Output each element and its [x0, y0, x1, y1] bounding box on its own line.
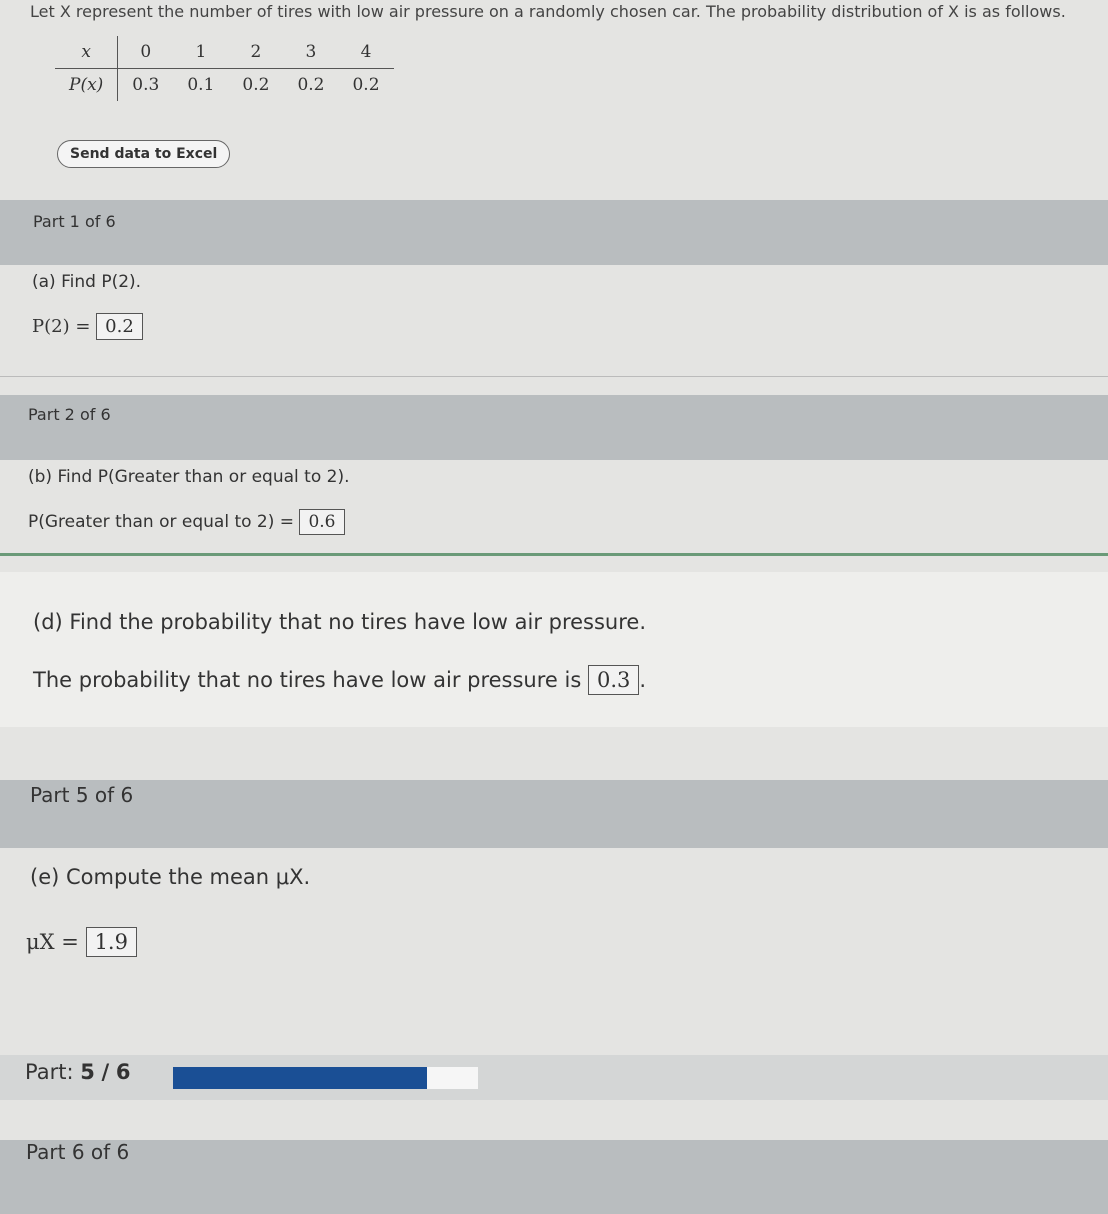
progress-separator: /	[101, 1060, 110, 1084]
progress-text: Part: 5 / 6	[25, 1060, 131, 1084]
answer-box[interactable]: 0.2	[96, 313, 143, 340]
question: (a) Find P(2).	[32, 272, 142, 292]
table-cell: 0.1	[187, 75, 215, 95]
section-d	[0, 572, 1108, 727]
part-header	[0, 395, 1108, 460]
table-cell: 2	[250, 42, 262, 62]
table-cell: 1	[195, 42, 207, 62]
prompt: P(Greater than or equal to 2) =	[28, 512, 295, 532]
table-cell: 0.2	[352, 75, 380, 95]
part-header	[0, 1140, 1108, 1214]
question: (d) Find the probability that no tires h…	[33, 610, 647, 634]
progress-current: 5	[80, 1060, 95, 1084]
progress-total: 6	[115, 1060, 131, 1084]
part-title: Part 1 of 6	[33, 212, 116, 231]
part-header	[0, 780, 1108, 848]
progress-fill	[173, 1067, 428, 1089]
question: (e) Compute the mean μX.	[30, 865, 311, 889]
table-cell: 0	[140, 42, 152, 62]
table-cell: 4	[360, 42, 372, 62]
progress-label: Part:	[25, 1060, 74, 1084]
progress-area	[0, 1055, 1108, 1100]
part-header	[0, 200, 1108, 265]
suffix: .	[639, 668, 647, 692]
divider	[0, 376, 1108, 377]
progress-track	[173, 1067, 478, 1089]
prompt: P(2) =	[32, 316, 91, 337]
question: (b) Find P(Greater than or equal to 2).	[28, 467, 350, 487]
table-cell: 3	[305, 42, 317, 62]
table-cell: P(x)	[55, 68, 119, 101]
part-title: Part 6 of 6	[26, 1140, 130, 1164]
table-cell: x	[55, 36, 119, 69]
divider	[0, 553, 1108, 556]
answer-row: The probability that no tires have low a…	[33, 665, 647, 695]
answer-box[interactable]: 0.6	[299, 509, 345, 535]
answer-box[interactable]: 0.3	[587, 665, 640, 695]
answer-row: μX = 1.9	[26, 927, 137, 957]
table-cell: 0.2	[297, 75, 325, 95]
header-text: Let X represent the number of tires with…	[30, 2, 1066, 21]
part-title: Part 2 of 6	[28, 405, 111, 424]
answer-row: P(Greater than or equal to 2) = 0.6	[28, 509, 345, 535]
send-to-excel-button[interactable]: Send data to Excel	[57, 140, 231, 168]
part-title: Part 5 of 6	[30, 783, 134, 807]
prompt: The probability that no tires have low a…	[33, 668, 582, 692]
answer-box[interactable]: 1.9	[85, 927, 137, 957]
distribution-table: x 0 1 2 3 4 P(x) 0.3 0.1 0.2 0.2 0.2	[55, 36, 394, 101]
table-cell: 0.2	[242, 75, 270, 95]
table-cell: 0.3	[132, 75, 160, 95]
answer-row: P(2) = 0.2	[32, 313, 143, 340]
prompt: μX =	[26, 930, 79, 954]
